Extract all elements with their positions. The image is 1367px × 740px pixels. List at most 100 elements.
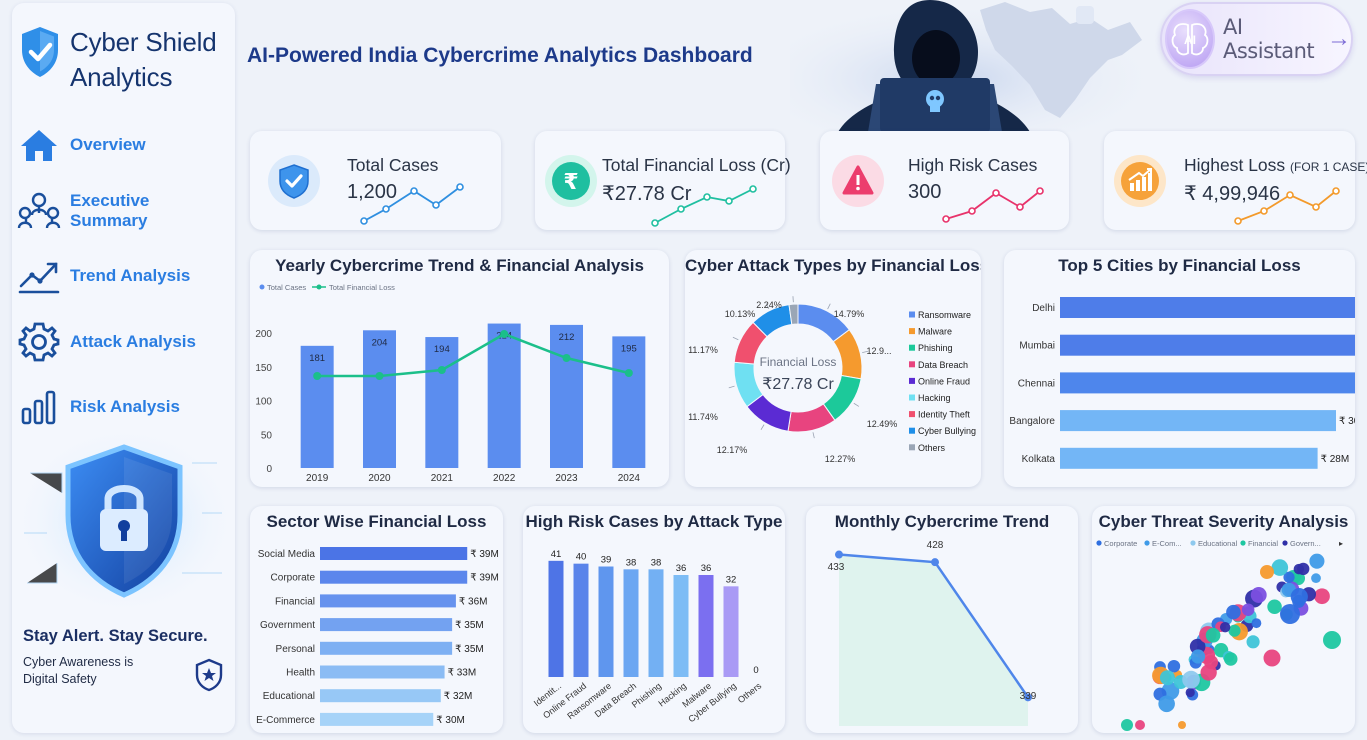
category-label: Bangalore <box>1009 416 1055 427</box>
bar <box>548 560 564 677</box>
x-tick-label: 2023 <box>555 473 578 484</box>
x-tick-label: 2022 <box>493 473 516 484</box>
legend-label: Online Fraud <box>918 376 970 386</box>
loss-point <box>500 330 509 338</box>
bar <box>723 586 739 677</box>
legend-marker <box>316 284 322 290</box>
kpi-title-main: Highest Loss <box>1184 155 1286 175</box>
data-label: ₹ 28M <box>1321 454 1350 465</box>
bar <box>612 336 646 468</box>
scatter-point <box>1219 621 1231 633</box>
rupee-icon: ₹ <box>545 155 597 207</box>
data-label: 36 <box>701 563 712 574</box>
sidebar-item-risk-analysis[interactable]: Risk Analysis <box>16 385 231 429</box>
legend-marker <box>1240 540 1246 546</box>
legend-label: Ransomware <box>918 310 971 320</box>
leader-line <box>728 385 735 389</box>
sidebar-item-executive-summary[interactable]: Executive Summary <box>16 189 231 233</box>
ai-orb-text: AI <box>1184 33 1196 47</box>
bar-chart-icon <box>16 387 62 427</box>
sidebar-item-overview[interactable]: Overview <box>16 123 231 167</box>
sidebar-item-trend-analysis[interactable]: Trend Analysis <box>16 254 231 298</box>
leader-line <box>862 350 869 354</box>
x-tick-label: 2019 <box>306 473 329 484</box>
kpi-title: High Risk Cases <box>908 155 1038 175</box>
legend-label: Malware <box>918 327 952 337</box>
scatter-point <box>1167 659 1181 673</box>
legend-label: Financial <box>1248 539 1278 548</box>
page-title: AI-Powered India Cybercrime Analytics Da… <box>247 44 753 67</box>
scatter-point <box>1323 631 1341 649</box>
category-label: Social Media <box>258 549 316 560</box>
data-label: ₹ 39M <box>470 549 499 560</box>
data-label: ₹ 32M <box>444 691 473 702</box>
bar <box>550 324 583 468</box>
sidebar-item-label: Trend Analysis <box>70 266 191 285</box>
y-tick-label: 150 <box>255 363 272 374</box>
sidebar-item-label: Executive Summary <box>70 190 150 230</box>
scatter-point <box>1314 588 1330 605</box>
legend-marker <box>909 328 915 335</box>
team-network-icon <box>16 191 62 231</box>
data-label: 428 <box>927 540 944 551</box>
legend-label: Total Financial Loss <box>329 283 395 292</box>
bar <box>1060 410 1336 432</box>
loss-point <box>375 372 384 380</box>
data-label: 41 <box>551 549 562 560</box>
gear-icon <box>16 322 62 362</box>
data-label: ₹ 33M <box>448 668 477 679</box>
x-tick-label: 2024 <box>618 473 641 484</box>
bar <box>320 618 453 632</box>
x-tick-label: Others <box>736 680 764 705</box>
shield-star-icon <box>194 658 224 697</box>
card-severity: Cyber Threat Severity Analysis Corporate… <box>1092 506 1355 733</box>
data-label: 39 <box>601 555 612 566</box>
scatter-point <box>1293 563 1305 575</box>
sidebar-item-attack-analysis[interactable]: Attack Analysis <box>16 320 231 364</box>
y-tick-label: 50 <box>261 430 273 441</box>
leader-line <box>732 336 739 341</box>
ai-brain-icon: AI <box>1165 9 1215 69</box>
leader-line <box>760 424 765 430</box>
scatter-point <box>1263 649 1281 667</box>
hacker-illustration <box>790 0 1150 132</box>
data-label: 212 <box>559 332 575 343</box>
x-tick-label: 2021 <box>431 473 454 484</box>
kpi-card-high-risk: High Risk Cases 300 <box>820 131 1069 230</box>
card-attack-types: Cyber Attack Types by Financial Loss 14.… <box>685 250 981 487</box>
scatter-point <box>1159 670 1175 686</box>
data-label: 194 <box>434 344 450 355</box>
kpi-card-financial-loss: ₹ Total Financial Loss (Cr) ₹27.78 Cr <box>535 131 791 230</box>
scatter-point <box>1271 559 1289 576</box>
sector-loss-chart: Social Media ₹ 39M Corporate ₹ 39M Financial… <box>256 547 499 726</box>
bar <box>320 570 468 584</box>
legend-marker <box>1144 540 1150 546</box>
slice-label: 12.27% <box>825 454 856 464</box>
bar <box>320 689 441 703</box>
loss-line <box>317 332 630 378</box>
trend-line-icon <box>16 256 62 296</box>
slice-label: 10.13% <box>725 309 756 319</box>
bar <box>320 594 456 608</box>
bar <box>673 575 689 677</box>
legend-marker <box>909 411 915 418</box>
scatter-point <box>1290 588 1308 606</box>
data-label: 433 <box>828 562 845 573</box>
legend-label: Govern... <box>1290 539 1321 548</box>
bar <box>698 575 714 677</box>
category-label: Delhi <box>1032 303 1055 314</box>
scatter-point <box>1158 695 1175 713</box>
kpi-value: 300 <box>908 181 942 203</box>
bar <box>320 547 468 560</box>
legend-label: Data Breach <box>918 360 968 370</box>
slice-label: 12.9... <box>866 346 891 356</box>
kpi-title: Total Cases <box>347 155 439 175</box>
sidebar-item-label: Overview <box>70 135 146 154</box>
center-label: Financial Loss <box>760 355 837 369</box>
shield-check-icon <box>268 155 320 207</box>
ai-assistant-button[interactable]: AI AI Assistant → <box>1160 2 1353 76</box>
legend-marker <box>909 394 915 401</box>
chart-title: Cyber Attack Types by Financial Loss <box>685 256 981 275</box>
kpi-title: Total Financial Loss (Cr) <box>602 155 791 175</box>
